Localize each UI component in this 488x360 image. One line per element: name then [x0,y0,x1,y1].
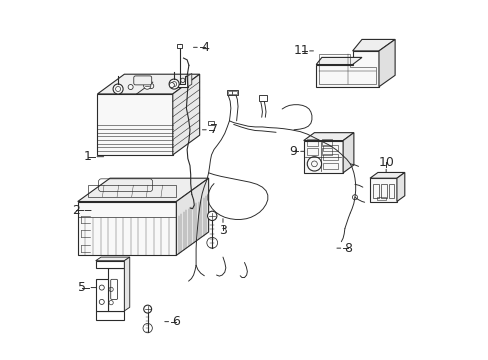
Circle shape [115,86,121,91]
Polygon shape [378,40,394,87]
Text: 4: 4 [201,41,208,54]
Polygon shape [352,40,394,51]
Text: 11: 11 [293,44,309,57]
Polygon shape [369,172,404,178]
Bar [226,90,238,95]
Polygon shape [108,268,124,311]
Polygon shape [97,74,199,94]
Polygon shape [78,202,176,255]
Circle shape [169,82,174,87]
Polygon shape [187,73,191,87]
Text: 10: 10 [377,156,393,168]
Text: 3: 3 [219,224,226,237]
Bar [207,121,214,126]
Text: 5: 5 [78,281,86,294]
Polygon shape [96,279,108,311]
Text: 6: 6 [172,315,180,328]
Bar [227,91,231,94]
Bar [323,145,337,151]
Circle shape [143,305,151,313]
Polygon shape [316,57,361,64]
Circle shape [171,82,176,87]
Polygon shape [96,257,129,261]
Bar [323,154,337,160]
Text: 2: 2 [72,204,80,217]
Text: 8: 8 [344,242,352,255]
Bar [323,163,337,169]
Bar [376,197,386,200]
Polygon shape [78,178,208,202]
Polygon shape [303,140,343,173]
Bar [306,148,317,155]
Polygon shape [343,133,353,173]
Text: 9: 9 [288,145,296,158]
FancyBboxPatch shape [134,76,151,85]
Bar [388,184,394,198]
Bar [321,139,332,146]
Polygon shape [97,94,172,155]
Circle shape [207,211,217,221]
Bar [232,91,236,94]
Polygon shape [124,257,129,311]
Text: 1: 1 [83,150,92,163]
Polygon shape [396,172,404,202]
Bar [258,95,266,101]
Circle shape [113,84,123,94]
Polygon shape [303,133,353,140]
Circle shape [143,82,150,89]
Circle shape [128,85,133,90]
Polygon shape [316,51,378,87]
Text: 7: 7 [209,123,218,136]
Polygon shape [96,261,124,268]
Polygon shape [172,74,199,155]
Bar [380,184,386,198]
Bar [306,139,317,146]
Bar [321,148,332,155]
Circle shape [169,79,179,89]
Bar [177,44,182,48]
Bar [372,184,378,198]
Polygon shape [176,178,208,255]
Polygon shape [369,178,396,202]
Polygon shape [96,311,124,320]
Circle shape [148,84,153,89]
Polygon shape [172,76,187,87]
